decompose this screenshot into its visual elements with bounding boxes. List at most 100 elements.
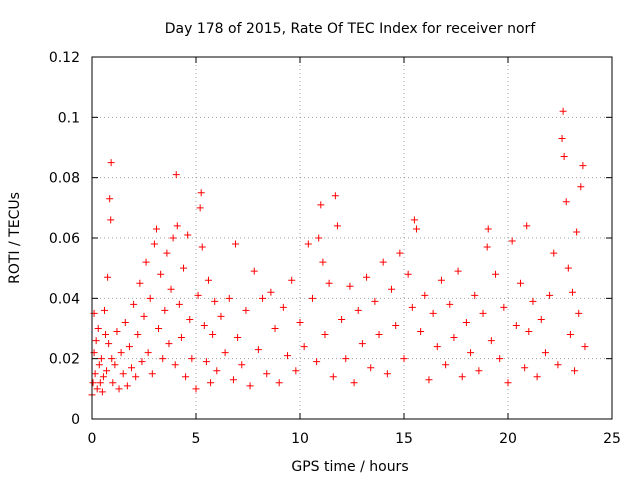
data-point: [263, 370, 271, 378]
data-point: [144, 349, 152, 357]
data-point: [354, 306, 362, 314]
data-point: [92, 337, 100, 345]
data-point: [450, 334, 458, 342]
data-point: [172, 171, 180, 179]
data-point: [163, 249, 171, 257]
data-point: [107, 216, 115, 224]
data-point: [546, 291, 554, 299]
data-point: [167, 285, 175, 293]
data-point: [159, 355, 167, 363]
data-point: [564, 264, 572, 272]
data-point: [104, 273, 112, 281]
data-point: [103, 367, 111, 375]
data-point: [575, 309, 583, 317]
data-point: [325, 279, 333, 287]
data-point: [433, 343, 441, 351]
x-axis-label: GPS time / hours: [291, 459, 408, 475]
data-point: [321, 331, 329, 339]
data-point: [308, 294, 316, 302]
data-point: [102, 331, 110, 339]
data-point: [182, 373, 190, 381]
data-point: [523, 222, 531, 230]
x-tick-label: 10: [291, 431, 309, 447]
data-point: [558, 134, 566, 142]
data-point: [204, 276, 212, 284]
data-point: [254, 346, 262, 354]
data-point: [475, 367, 483, 375]
data-point: [319, 258, 327, 266]
y-tick-label: 0.08: [49, 171, 80, 187]
data-point: [577, 183, 585, 191]
data-point: [148, 370, 156, 378]
data-point: [388, 285, 396, 293]
data-point: [173, 222, 181, 230]
data-point: [442, 361, 450, 369]
data-point: [367, 364, 375, 372]
data-point: [315, 234, 323, 242]
data-point: [113, 328, 121, 336]
data-point: [152, 225, 160, 233]
data-point: [207, 379, 215, 387]
data-point: [234, 334, 242, 342]
data-point: [492, 270, 500, 278]
data-point: [500, 303, 508, 311]
data-point: [496, 355, 504, 363]
data-point: [529, 297, 537, 305]
data-point: [89, 379, 97, 387]
data-point: [559, 107, 567, 115]
data-point: [566, 331, 574, 339]
data-point: [554, 361, 562, 369]
data-point: [165, 340, 173, 348]
data-point: [175, 300, 183, 308]
data-point: [317, 201, 325, 209]
data-point: [560, 153, 568, 161]
data-point: [146, 294, 154, 302]
x-tick-label: 0: [88, 431, 97, 447]
x-tick-label: 20: [499, 431, 517, 447]
data-point: [329, 373, 337, 381]
data-point: [275, 379, 283, 387]
data-point: [508, 237, 516, 245]
data-point: [313, 358, 321, 366]
data-point: [379, 258, 387, 266]
data-point: [217, 312, 225, 320]
data-points: [88, 107, 589, 399]
data-point: [408, 303, 416, 311]
data-point: [232, 240, 240, 248]
data-point: [396, 249, 404, 257]
data-point: [140, 312, 148, 320]
data-point: [194, 291, 202, 299]
data-point: [421, 291, 429, 299]
data-point: [541, 349, 549, 357]
x-tick-label: 25: [603, 431, 621, 447]
data-point: [521, 364, 529, 372]
data-point: [568, 288, 576, 296]
data-point: [246, 382, 254, 390]
x-tick-label: 5: [192, 431, 201, 447]
data-point: [479, 309, 487, 317]
data-point: [125, 343, 133, 351]
data-point: [304, 240, 312, 248]
data-point: [371, 297, 379, 305]
data-point: [338, 315, 346, 323]
y-tick-label: 0.12: [49, 50, 80, 66]
y-axis-label: ROTI / TECUs: [7, 192, 23, 284]
data-point: [250, 267, 258, 275]
data-point: [292, 367, 300, 375]
data-point: [196, 204, 204, 212]
data-point: [221, 349, 229, 357]
data-point: [197, 189, 205, 197]
data-point: [425, 376, 433, 384]
data-point: [533, 373, 541, 381]
data-point: [150, 240, 158, 248]
data-point: [169, 234, 177, 242]
data-point: [516, 279, 524, 287]
data-point: [404, 270, 412, 278]
data-point: [375, 331, 383, 339]
data-point: [96, 379, 104, 387]
data-point: [300, 343, 308, 351]
data-point: [487, 337, 495, 345]
data-point: [100, 306, 108, 314]
data-point: [91, 370, 99, 378]
